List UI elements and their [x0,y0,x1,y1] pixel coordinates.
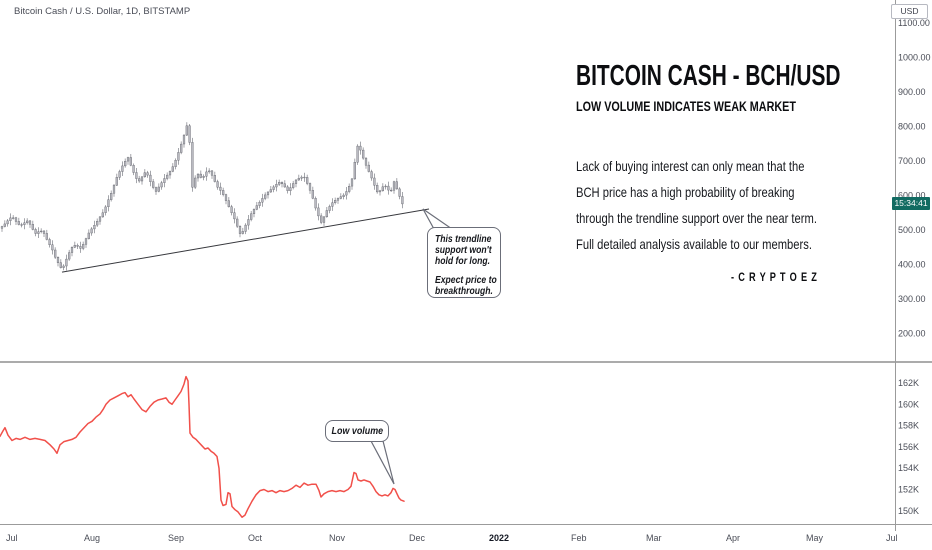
low-volume-callout-tail [369,440,395,485]
trendline-callout-line: This trendline [435,233,492,245]
price-tick-label: 400.00 [898,260,926,270]
time-axis-label: Jul [6,533,18,543]
volume-indicator-line[interactable] [0,375,405,518]
idea-body-line: through the trendline support over the n… [576,210,817,226]
candlestick-series [0,122,404,271]
bar-countdown-badge: 15:34:41 [892,197,930,210]
idea-body-line: Full detailed analysis available to our … [576,236,812,252]
price-tick-label: 500.00 [898,225,926,235]
currency-badge: USD [891,4,928,19]
trendline-callout-line: support won't [435,244,492,256]
trendline-callout-line: breakthrough. [435,285,493,297]
time-axis-label: Aug [84,533,100,543]
idea-body-line: Lack of buying interest can only mean th… [576,158,805,174]
trendline-callout-line: Expect price to [435,274,497,286]
volume-tick-label: 150K [898,506,919,516]
trendline-callout-line: hold for long. [435,255,491,267]
support-trendline[interactable] [61,208,430,273]
price-tick-label: 200.00 [898,329,926,339]
price-tick-label: 1000.00 [898,53,931,63]
volume-tick-label: 152K [898,485,919,495]
pane-separator[interactable] [0,361,932,363]
time-axis-label: Feb [571,533,587,543]
idea-subtitle: LOW VOLUME INDICATES WEAK MARKET [576,99,796,114]
idea-body-text: Lack of buying interest can only mean th… [576,153,817,257]
volume-tick-label: 154K [898,463,919,473]
price-tick-label: 700.00 [898,156,926,166]
time-axis-label: May [806,533,824,543]
time-axis-label: Sep [168,533,184,543]
low-volume-label: Low volume [331,425,383,437]
time-axis-label: Dec [409,533,426,543]
symbol-title: Bitcoin Cash / U.S. Dollar, 1D, BITSTAMP [14,6,191,17]
volume-tick-label: 162K [898,378,919,388]
volume-tick-label: 156K [898,442,919,452]
trendline-callout[interactable]: This trendline support won't hold for long… [427,227,501,298]
author-signature: - C R Y P T O E Z [731,272,818,284]
trendline-callout-tail [422,208,454,230]
time-axis-label: Oct [248,533,263,543]
idea-title: BITCOIN CASH - BCH/USD [576,60,841,92]
low-volume-callout[interactable]: Low volume [325,420,389,442]
volume-tick-label: 158K [898,421,919,431]
time-axis-label: Nov [329,533,346,543]
price-tick-label: 800.00 [898,122,926,132]
idea-body-line: BCH price has a high probability of brea… [576,184,795,200]
price-tick-label: 900.00 [898,87,926,97]
time-axis-label: Jul [886,533,898,543]
price-tick-label: 1100.00 [898,18,930,28]
time-axis-label: Mar [646,533,662,543]
time-axis-label: Apr [726,533,740,543]
time-axis-label: 2022 [489,533,509,543]
price-tick-label: 300.00 [898,294,926,304]
price-tick-label: 600.00 [898,191,926,201]
volume-tick-label: 160K [898,399,919,409]
